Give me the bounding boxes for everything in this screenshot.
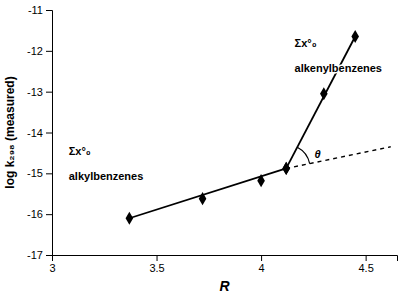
y-tick-mark <box>46 10 52 11</box>
x-tick: 4 <box>259 255 265 274</box>
dashed-line <box>286 147 391 169</box>
y-axis-title: log k₂₉₈ (measured) <box>3 76 17 188</box>
marks <box>126 30 391 225</box>
point <box>126 212 134 225</box>
x-tick-mark <box>366 255 367 261</box>
x-tick: 3 <box>49 255 55 274</box>
y-tick: -16 <box>27 208 52 220</box>
y-tick: -14 <box>27 127 52 139</box>
point <box>320 87 328 100</box>
x-tick-label: 3 <box>49 262 55 274</box>
y-tick-label: -17 <box>27 249 43 261</box>
annotation: Σx°₀ <box>69 145 91 157</box>
x-tick-mark <box>157 255 158 261</box>
x-tick-label: 4.5 <box>358 262 373 274</box>
plot: 3 3.5 4 4.5 -17 -16 -15 -14 -13 -12 -11 Rlog k₂₉₈ (… <box>3 4 398 294</box>
x-axis-line <box>53 256 398 262</box>
annotation: Σx°₀ <box>295 37 317 49</box>
y-axis: -17 -16 -15 -14 -13 -12 -11 <box>27 4 52 261</box>
y-tick-label: -16 <box>27 208 43 220</box>
annotations: Σx°₀ alkylbenzenes Σx°₀ alkenylbenzenes θ <box>69 37 382 183</box>
point <box>282 162 290 175</box>
chart: 3 3.5 4 4.5 -17 -16 -15 -14 -13 -12 -11 Rlog k₂₉₈ (… <box>0 0 409 297</box>
y-tick-mark <box>46 173 52 174</box>
x-axis-title: R <box>219 278 230 294</box>
line <box>286 37 355 169</box>
y-tick-label: -15 <box>27 167 43 179</box>
annotation: alkylbenzenes <box>69 170 144 182</box>
y-tick: -17 <box>27 249 52 261</box>
y-tick-label: -12 <box>27 45 43 57</box>
y-tick-label: -14 <box>27 127 43 139</box>
y-tick-mark <box>46 92 52 93</box>
y-tick: -15 <box>27 167 52 179</box>
y-tick-mark <box>46 214 52 215</box>
x-tick-label: 3.5 <box>149 262 164 274</box>
point <box>199 192 207 205</box>
y-tick-label: -11 <box>28 4 43 16</box>
y-tick: -12 <box>27 45 52 57</box>
point <box>351 30 359 43</box>
annotation: alkenylbenzenes <box>295 62 382 74</box>
annotation: θ <box>314 148 320 160</box>
y-tick: -11 <box>28 4 52 16</box>
x-tick: 3.5 <box>149 255 164 274</box>
y-tick-label: -13 <box>27 86 43 98</box>
line <box>129 168 286 218</box>
y-tick-mark <box>46 133 52 134</box>
y-tick-mark <box>46 255 52 256</box>
x-axis: 3 3.5 4 4.5 <box>49 255 397 274</box>
point <box>282 162 290 175</box>
y-tick: -13 <box>27 86 52 98</box>
x-tick-mark <box>261 255 262 261</box>
y-tick-mark <box>46 51 52 52</box>
x-tick-label: 4 <box>259 262 265 274</box>
angle-arc <box>297 147 309 163</box>
x-tick: 4.5 <box>358 255 373 274</box>
point <box>257 174 265 187</box>
y-axis-line <box>46 11 53 256</box>
